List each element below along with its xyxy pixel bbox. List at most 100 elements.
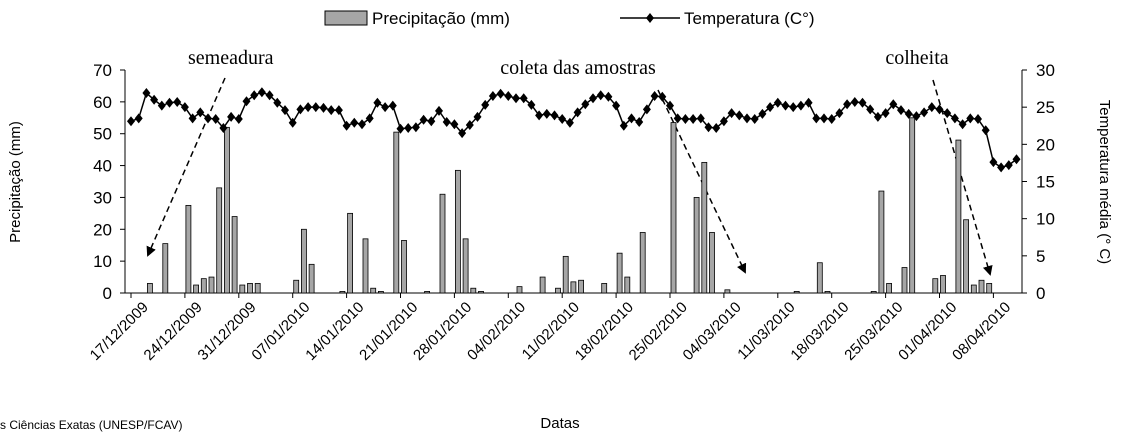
temperature-marker bbox=[927, 102, 936, 113]
bar bbox=[693, 197, 700, 294]
y2-tick-label: 30 bbox=[1036, 61, 1055, 80]
bar bbox=[308, 263, 315, 294]
bar bbox=[870, 291, 877, 294]
bar bbox=[347, 212, 354, 294]
temperature-marker bbox=[257, 87, 266, 98]
bar bbox=[300, 228, 307, 294]
temperature-marker bbox=[196, 107, 205, 118]
temperature-marker bbox=[950, 113, 959, 124]
temperature-marker bbox=[843, 99, 852, 110]
bar bbox=[439, 193, 446, 294]
temperature-marker bbox=[835, 108, 844, 119]
temperature-marker bbox=[396, 123, 405, 134]
temperature-marker bbox=[766, 102, 775, 113]
temperature-marker bbox=[750, 114, 759, 125]
temperature-marker bbox=[250, 90, 259, 101]
temperature-marker bbox=[889, 99, 898, 110]
bar bbox=[901, 267, 908, 294]
temperature-marker bbox=[627, 113, 636, 124]
annotation: colheita bbox=[885, 47, 948, 69]
temperature-marker bbox=[365, 113, 374, 124]
temperature-marker bbox=[450, 119, 459, 130]
temperature-marker bbox=[512, 93, 520, 104]
y-tick-label: 20 bbox=[93, 220, 112, 239]
temperature-marker bbox=[542, 108, 551, 119]
bar bbox=[670, 122, 677, 294]
bar bbox=[562, 255, 569, 294]
y-tick-label: 30 bbox=[93, 188, 112, 207]
temperature-marker bbox=[935, 104, 944, 115]
temperature-marker bbox=[866, 104, 875, 115]
legend-swatch bbox=[646, 13, 654, 23]
temperature-marker bbox=[689, 114, 698, 125]
temperature-marker bbox=[150, 94, 159, 105]
temperature-marker bbox=[796, 100, 805, 111]
temperature-marker bbox=[134, 113, 143, 124]
temperature-marker bbox=[488, 91, 497, 102]
bar bbox=[824, 291, 831, 294]
temperature-marker bbox=[989, 157, 998, 168]
temperature-marker bbox=[704, 122, 713, 133]
bar bbox=[247, 283, 253, 294]
bar bbox=[162, 243, 169, 294]
temperature-marker bbox=[650, 91, 659, 102]
temperature-marker bbox=[519, 93, 528, 104]
bar bbox=[254, 283, 261, 294]
y2-axis-title: Temperatura média (° C) bbox=[1096, 100, 1113, 264]
temperature-marker bbox=[342, 120, 351, 131]
temperature-marker bbox=[719, 116, 728, 127]
temperature-marker bbox=[496, 88, 505, 99]
temperature-marker bbox=[589, 93, 597, 104]
bar bbox=[223, 126, 230, 294]
annotation-arrow bbox=[146, 77, 226, 257]
temperature-marker bbox=[435, 105, 443, 116]
temperature-marker bbox=[327, 105, 336, 116]
temperature-marker bbox=[358, 119, 366, 130]
bar bbox=[601, 283, 608, 294]
y2-tick-label: 15 bbox=[1036, 173, 1055, 192]
temperature-marker bbox=[273, 97, 282, 108]
bar bbox=[393, 131, 400, 294]
temperature-marker bbox=[673, 113, 682, 124]
temperature-marker bbox=[642, 104, 651, 115]
temperature-marker bbox=[165, 97, 174, 108]
bar bbox=[816, 262, 823, 294]
temperature-marker bbox=[127, 116, 135, 127]
temperature-marker bbox=[966, 113, 975, 124]
temperature-marker bbox=[227, 111, 236, 122]
temperature-marker bbox=[904, 108, 913, 119]
y-tick-label: 70 bbox=[93, 61, 112, 80]
temperature-marker bbox=[858, 97, 867, 108]
temperature-marker bbox=[997, 162, 1006, 173]
temperature-marker bbox=[481, 99, 490, 110]
temperature-marker bbox=[404, 122, 413, 133]
bar bbox=[878, 190, 885, 294]
bar bbox=[293, 279, 300, 294]
temperature-marker bbox=[373, 97, 382, 108]
temperature-marker bbox=[658, 91, 667, 102]
x-axis-title: Datas bbox=[540, 415, 579, 432]
temperature-marker bbox=[381, 102, 390, 113]
temperature-marker bbox=[827, 114, 836, 125]
temperature-marker bbox=[873, 111, 882, 122]
bar bbox=[539, 276, 546, 294]
temperature-marker bbox=[596, 90, 605, 101]
temperature-marker bbox=[773, 97, 782, 108]
bar bbox=[208, 276, 215, 294]
temperature-marker bbox=[157, 100, 166, 111]
temperature-marker bbox=[281, 105, 289, 116]
temperature-marker bbox=[804, 97, 813, 108]
temperature-marker bbox=[1004, 160, 1013, 171]
y-tick-label: 0 bbox=[103, 284, 112, 303]
temperature-marker bbox=[881, 108, 890, 119]
temperature-marker bbox=[535, 110, 544, 121]
y-tick-label: 10 bbox=[93, 252, 112, 271]
temperature-marker bbox=[311, 102, 320, 113]
temperature-marker bbox=[612, 100, 621, 111]
temperature-marker bbox=[142, 88, 151, 99]
temperature-marker bbox=[696, 113, 705, 124]
bar bbox=[963, 219, 969, 294]
bar bbox=[478, 291, 484, 294]
bar bbox=[970, 284, 977, 294]
temperature-marker bbox=[173, 96, 182, 107]
